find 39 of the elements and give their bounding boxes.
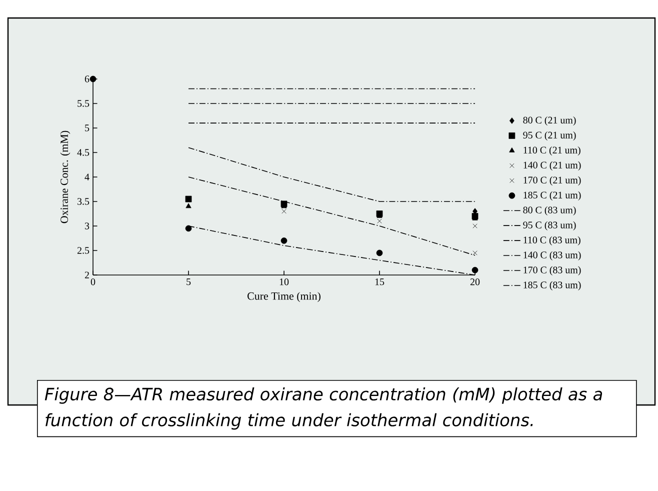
legend-label: 95 C (83 um) — [523, 221, 576, 230]
legend-label: 95 C (21 um) — [523, 131, 576, 141]
legend-label: 170 C (83 um) — [524, 266, 581, 276]
y-tick-label: 4.5 — [77, 149, 90, 156]
y-axis-title: Oxirane Conc. (mM) — [60, 130, 70, 224]
x-tick-label: 20 — [470, 278, 480, 286]
legend-label: 185 C (21 um) — [524, 191, 581, 200]
point — [472, 224, 478, 228]
y-tick-label: 2.5 — [77, 247, 90, 254]
legend-label: 185 C (83 um) — [524, 281, 581, 290]
point — [186, 203, 192, 208]
x-tick-label: 5 — [186, 278, 191, 286]
point — [377, 218, 382, 224]
x-axis-title: Cure Time (min) — [248, 292, 320, 302]
legend-label: 140 C (83 um) — [524, 251, 581, 260]
point — [472, 250, 478, 256]
point — [282, 208, 286, 214]
legend-label: 80 C (21 um) — [523, 116, 576, 126]
point — [185, 225, 192, 232]
caption: Figure 8—ATR measured oxirane concentration (mM) plotted as a function of crosslinking time under isothermal conditions. — [44, 387, 602, 430]
point — [280, 237, 288, 244]
x-tick-label: 15 — [375, 278, 384, 286]
legend-label: 110 C (83 um) — [524, 236, 580, 246]
legend-label: 140 C (21 um) — [524, 161, 581, 170]
legend-label: 110 C (21 um) — [524, 146, 580, 156]
legend-label: 170 C (21 um) — [524, 176, 581, 186]
point — [185, 196, 192, 202]
y-tick-label: 3.5 — [78, 198, 90, 205]
point — [90, 76, 96, 82]
y-tick-label: 4 — [84, 174, 90, 180]
point — [472, 266, 478, 274]
y-tick-label: 5 — [85, 124, 90, 132]
x-tick-label: 0 — [90, 278, 96, 286]
y-tick-label: 3 — [84, 222, 90, 230]
legend-label: 80 C (83 um) — [523, 206, 576, 216]
y-tick-label: 2 — [84, 272, 89, 278]
y-tick-label: 5.5 — [78, 100, 90, 107]
y-tick-label: 6 — [84, 76, 90, 82]
x-tick-label: 10 — [280, 278, 289, 286]
